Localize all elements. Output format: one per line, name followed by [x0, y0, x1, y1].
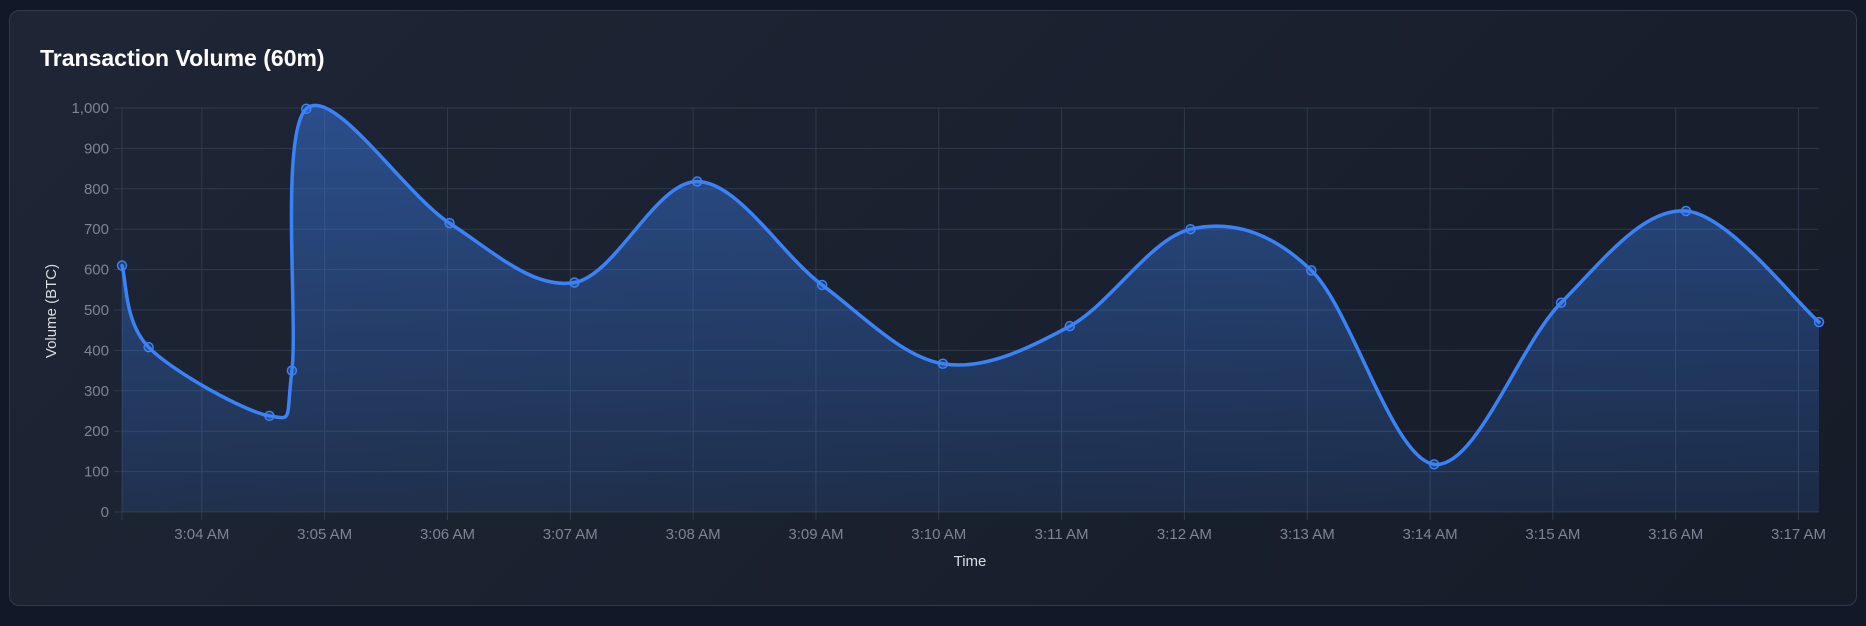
area-fill [122, 105, 1819, 512]
x-tick-label: 3:13 AM [1280, 526, 1335, 543]
data-point[interactable] [1813, 316, 1825, 328]
data-points [116, 103, 1825, 470]
data-point[interactable] [444, 217, 455, 229]
area-fill-path [122, 105, 1819, 512]
y-tick-label: 600 [84, 262, 109, 279]
y-axis-title: Volume (BTC) [43, 264, 60, 358]
x-tick-label: 3:05 AM [297, 526, 352, 543]
x-tick-label: 3:10 AM [911, 526, 966, 543]
series-line-path [120, 103, 1821, 467]
y-tick-label: 900 [84, 140, 109, 157]
data-point[interactable] [143, 341, 154, 353]
x-tick-label: 3:17 AM [1771, 526, 1826, 543]
y-tick-label: 700 [84, 221, 109, 238]
data-point[interactable] [937, 358, 949, 369]
data-point[interactable] [1064, 320, 1076, 332]
x-tick-label: 3:08 AM [666, 526, 721, 543]
y-tick-label: 800 [84, 181, 109, 198]
data-point[interactable] [286, 365, 298, 376]
y-tick-label: 400 [84, 342, 109, 359]
data-point[interactable] [300, 103, 312, 115]
y-tick-label: 1,000 [71, 100, 109, 117]
x-axis: 3:04 AM 3:05 AM 3:06 AM 3:07 AM 3:08 AM 3:09 … [174, 526, 1826, 543]
x-axis-title: Time [954, 553, 987, 570]
x-tick-label: 3:06 AM [420, 526, 475, 543]
y-tick-label: 100 [84, 464, 109, 481]
data-point[interactable] [1555, 297, 1567, 308]
series-line [120, 103, 1821, 467]
data-point[interactable] [1680, 205, 1692, 217]
x-tick-label: 3:12 AM [1157, 526, 1212, 543]
data-point[interactable] [1306, 265, 1317, 276]
x-tick-label: 3:04 AM [174, 526, 229, 543]
data-point[interactable] [816, 279, 828, 291]
y-tick-label: 500 [84, 302, 109, 319]
x-tick-label: 3:11 AM [1035, 526, 1089, 543]
data-point[interactable] [116, 260, 128, 271]
chart-title: Transaction Volume (60m) [40, 45, 325, 71]
y-tick-label: 200 [84, 423, 109, 440]
data-point[interactable] [569, 277, 580, 288]
x-tick-label: 3:09 AM [788, 526, 843, 543]
x-tick-label: 3:16 AM [1648, 526, 1703, 543]
x-tick-label: 3:14 AM [1403, 526, 1458, 543]
data-point[interactable] [1428, 459, 1440, 470]
data-point[interactable] [1185, 223, 1196, 235]
x-tick-label: 3:07 AM [543, 526, 598, 543]
y-axis: 0 100 200 300 400 500 600 700 800 900 1,000 [71, 100, 109, 521]
y-tick-label: 300 [84, 383, 109, 400]
data-point[interactable] [691, 176, 703, 187]
x-tick-label: 3:15 AM [1525, 526, 1580, 543]
y-tick-label: 0 [101, 504, 109, 521]
data-point[interactable] [264, 410, 275, 422]
